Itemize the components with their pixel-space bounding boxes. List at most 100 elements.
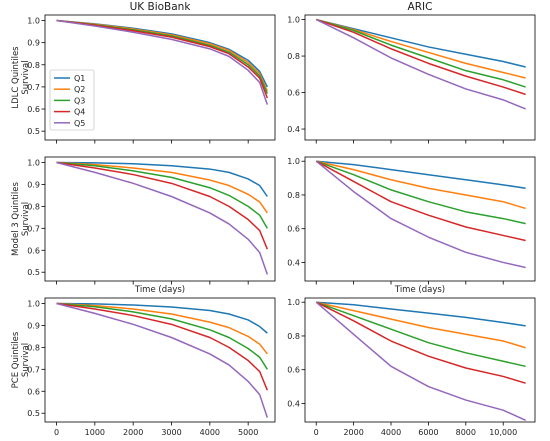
x-tick-label: 0 [314, 428, 319, 437]
panel-3: 0.5 0.6 0.7 0.8 0.9 1.0 Time (days) Model 3 Qui… [11, 156, 276, 295]
y-tick-label: 0.6 [287, 89, 300, 98]
x-tick-label: 2000 [123, 428, 143, 437]
x-tick-label: 1000 [85, 428, 105, 437]
y-tick-label: 1.0 [27, 299, 40, 308]
y-tick-label: 0.9 [27, 321, 40, 330]
series-line-q5 [315, 18, 526, 110]
y-tick-label: 1.0 [287, 16, 300, 25]
series-line-q2 [56, 302, 268, 355]
x-tick-label: 8000 [456, 428, 476, 437]
y-tick-label: 0.8 [287, 332, 300, 341]
y-axis-label-line: LDLC Quintiles [11, 46, 21, 109]
x-tick-label: 5000 [238, 428, 258, 437]
series-line-q5 [56, 161, 269, 275]
x-axis-label: Time (days) [394, 285, 445, 295]
y-axis-label: LDLC QuintilesSurvival [11, 46, 31, 109]
series-line-q5 [315, 160, 526, 269]
y-tick-label: 1.0 [287, 157, 300, 166]
legend-label-q5: Q5 [74, 119, 85, 128]
series-line-q1 [56, 161, 268, 197]
series-line-q3 [316, 18, 526, 88]
y-tick-label: 0.4 [287, 125, 300, 134]
y-tick-label: 0.5 [27, 409, 40, 418]
x-tick-label: 4000 [381, 428, 401, 437]
y-tick-label: 0.7 [27, 224, 40, 233]
y-axis-label-line: Survival [21, 60, 31, 94]
series-line-q1 [316, 18, 526, 68]
x-tick-label: 10,000 [489, 428, 517, 437]
panel-5: 0.5 0.6 0.7 0.8 0.9 1.0 0 1000 2000 3000 4000 5000 P… [11, 297, 276, 437]
y-tick-label: 0.4 [287, 399, 300, 408]
x-tick-label: 2000 [343, 428, 363, 437]
x-tick-label: 3000 [161, 428, 181, 437]
y-axis-label-line: Survival [21, 343, 31, 377]
y-tick-label: 0.6 [27, 387, 40, 396]
y-axis-label-line: PCE Quintiles [11, 331, 21, 388]
y-tick-label: 0.9 [27, 180, 40, 189]
y-tick-label: 0.4 [287, 258, 300, 267]
series-line-q2 [316, 160, 526, 210]
panel-6: 0.4 0.6 0.8 1.0 0 2000 4000 6000 8000 10,000 [287, 297, 536, 437]
series-line-q5 [56, 19, 269, 105]
series-line-q4 [315, 301, 526, 384]
column-title: ARIC [408, 1, 433, 13]
y-tick-label: 1.0 [287, 298, 300, 307]
series-line-q1 [56, 302, 268, 334]
panel-4: 0.4 0.6 0.8 1.0 Time (days) [287, 156, 536, 295]
series-line-q4 [56, 302, 269, 391]
column-title: UK BioBank [130, 1, 192, 13]
axes-frame [44, 156, 276, 282]
panel-1: 0.5 0.6 0.7 0.8 0.9 1.0 UK BioBank LDLC Quintil… [11, 1, 276, 144]
series-line-q3 [315, 301, 526, 368]
panel-2: 0.4 0.6 0.8 1.0 ARIC [287, 1, 536, 144]
axes-frame [304, 297, 536, 423]
legend-label-q1: Q1 [74, 74, 85, 83]
y-tick-label: 1.0 [27, 17, 40, 26]
legend-label-q2: Q2 [74, 85, 85, 94]
axes-frame [44, 14, 276, 141]
legend-label-q3: Q3 [74, 96, 85, 105]
series-line-q2 [316, 301, 526, 349]
y-tick-label: 0.6 [287, 366, 300, 375]
y-tick-label: 0.7 [27, 83, 40, 92]
y-tick-label: 0.9 [27, 39, 40, 48]
y-axis-label-line: Survival [21, 202, 31, 236]
x-tick-label: 4000 [200, 428, 220, 437]
y-tick-label: 0.7 [27, 365, 40, 374]
legend-label-q4: Q4 [74, 108, 85, 117]
series-line-q5 [315, 301, 526, 421]
y-tick-label: 0.8 [27, 343, 40, 352]
series-line-q1 [316, 301, 526, 327]
y-tick-label: 0.5 [27, 127, 40, 136]
series-line-q4 [315, 160, 526, 242]
y-tick-label: 0.8 [27, 202, 40, 211]
x-tick-label: 0 [54, 428, 59, 437]
x-axis-label: Time (days) [134, 285, 185, 295]
x-tick-label: 6000 [418, 428, 438, 437]
y-axis-label: PCE QuintilesSurvival [11, 331, 31, 388]
series-line-q4 [56, 19, 269, 99]
y-tick-label: 0.8 [27, 61, 40, 70]
y-tick-label: 1.0 [27, 158, 40, 167]
y-tick-label: 0.6 [27, 246, 40, 255]
series-line-q1 [316, 160, 526, 189]
series-line-q3 [56, 161, 268, 229]
series-line-q4 [315, 18, 526, 96]
series-line-q3 [56, 302, 268, 370]
axes-frame [304, 14, 536, 141]
legend-box [49, 69, 95, 131]
y-tick-label: 0.8 [287, 52, 300, 61]
axes-frame [44, 297, 276, 423]
y-tick-label: 0.6 [27, 105, 40, 114]
y-tick-label: 0.6 [287, 225, 300, 234]
y-axis-label: Model 3 QuintilesSurvival [11, 181, 31, 255]
y-axis-label-line: Model 3 Quintiles [11, 181, 21, 255]
series-line-q3 [315, 160, 526, 225]
y-tick-label: 0.5 [27, 268, 40, 277]
series-line-q2 [56, 161, 268, 214]
series-line-q2 [316, 18, 526, 79]
axes-frame [304, 156, 536, 282]
series-line-q4 [56, 161, 269, 250]
y-tick-label: 0.8 [287, 191, 300, 200]
